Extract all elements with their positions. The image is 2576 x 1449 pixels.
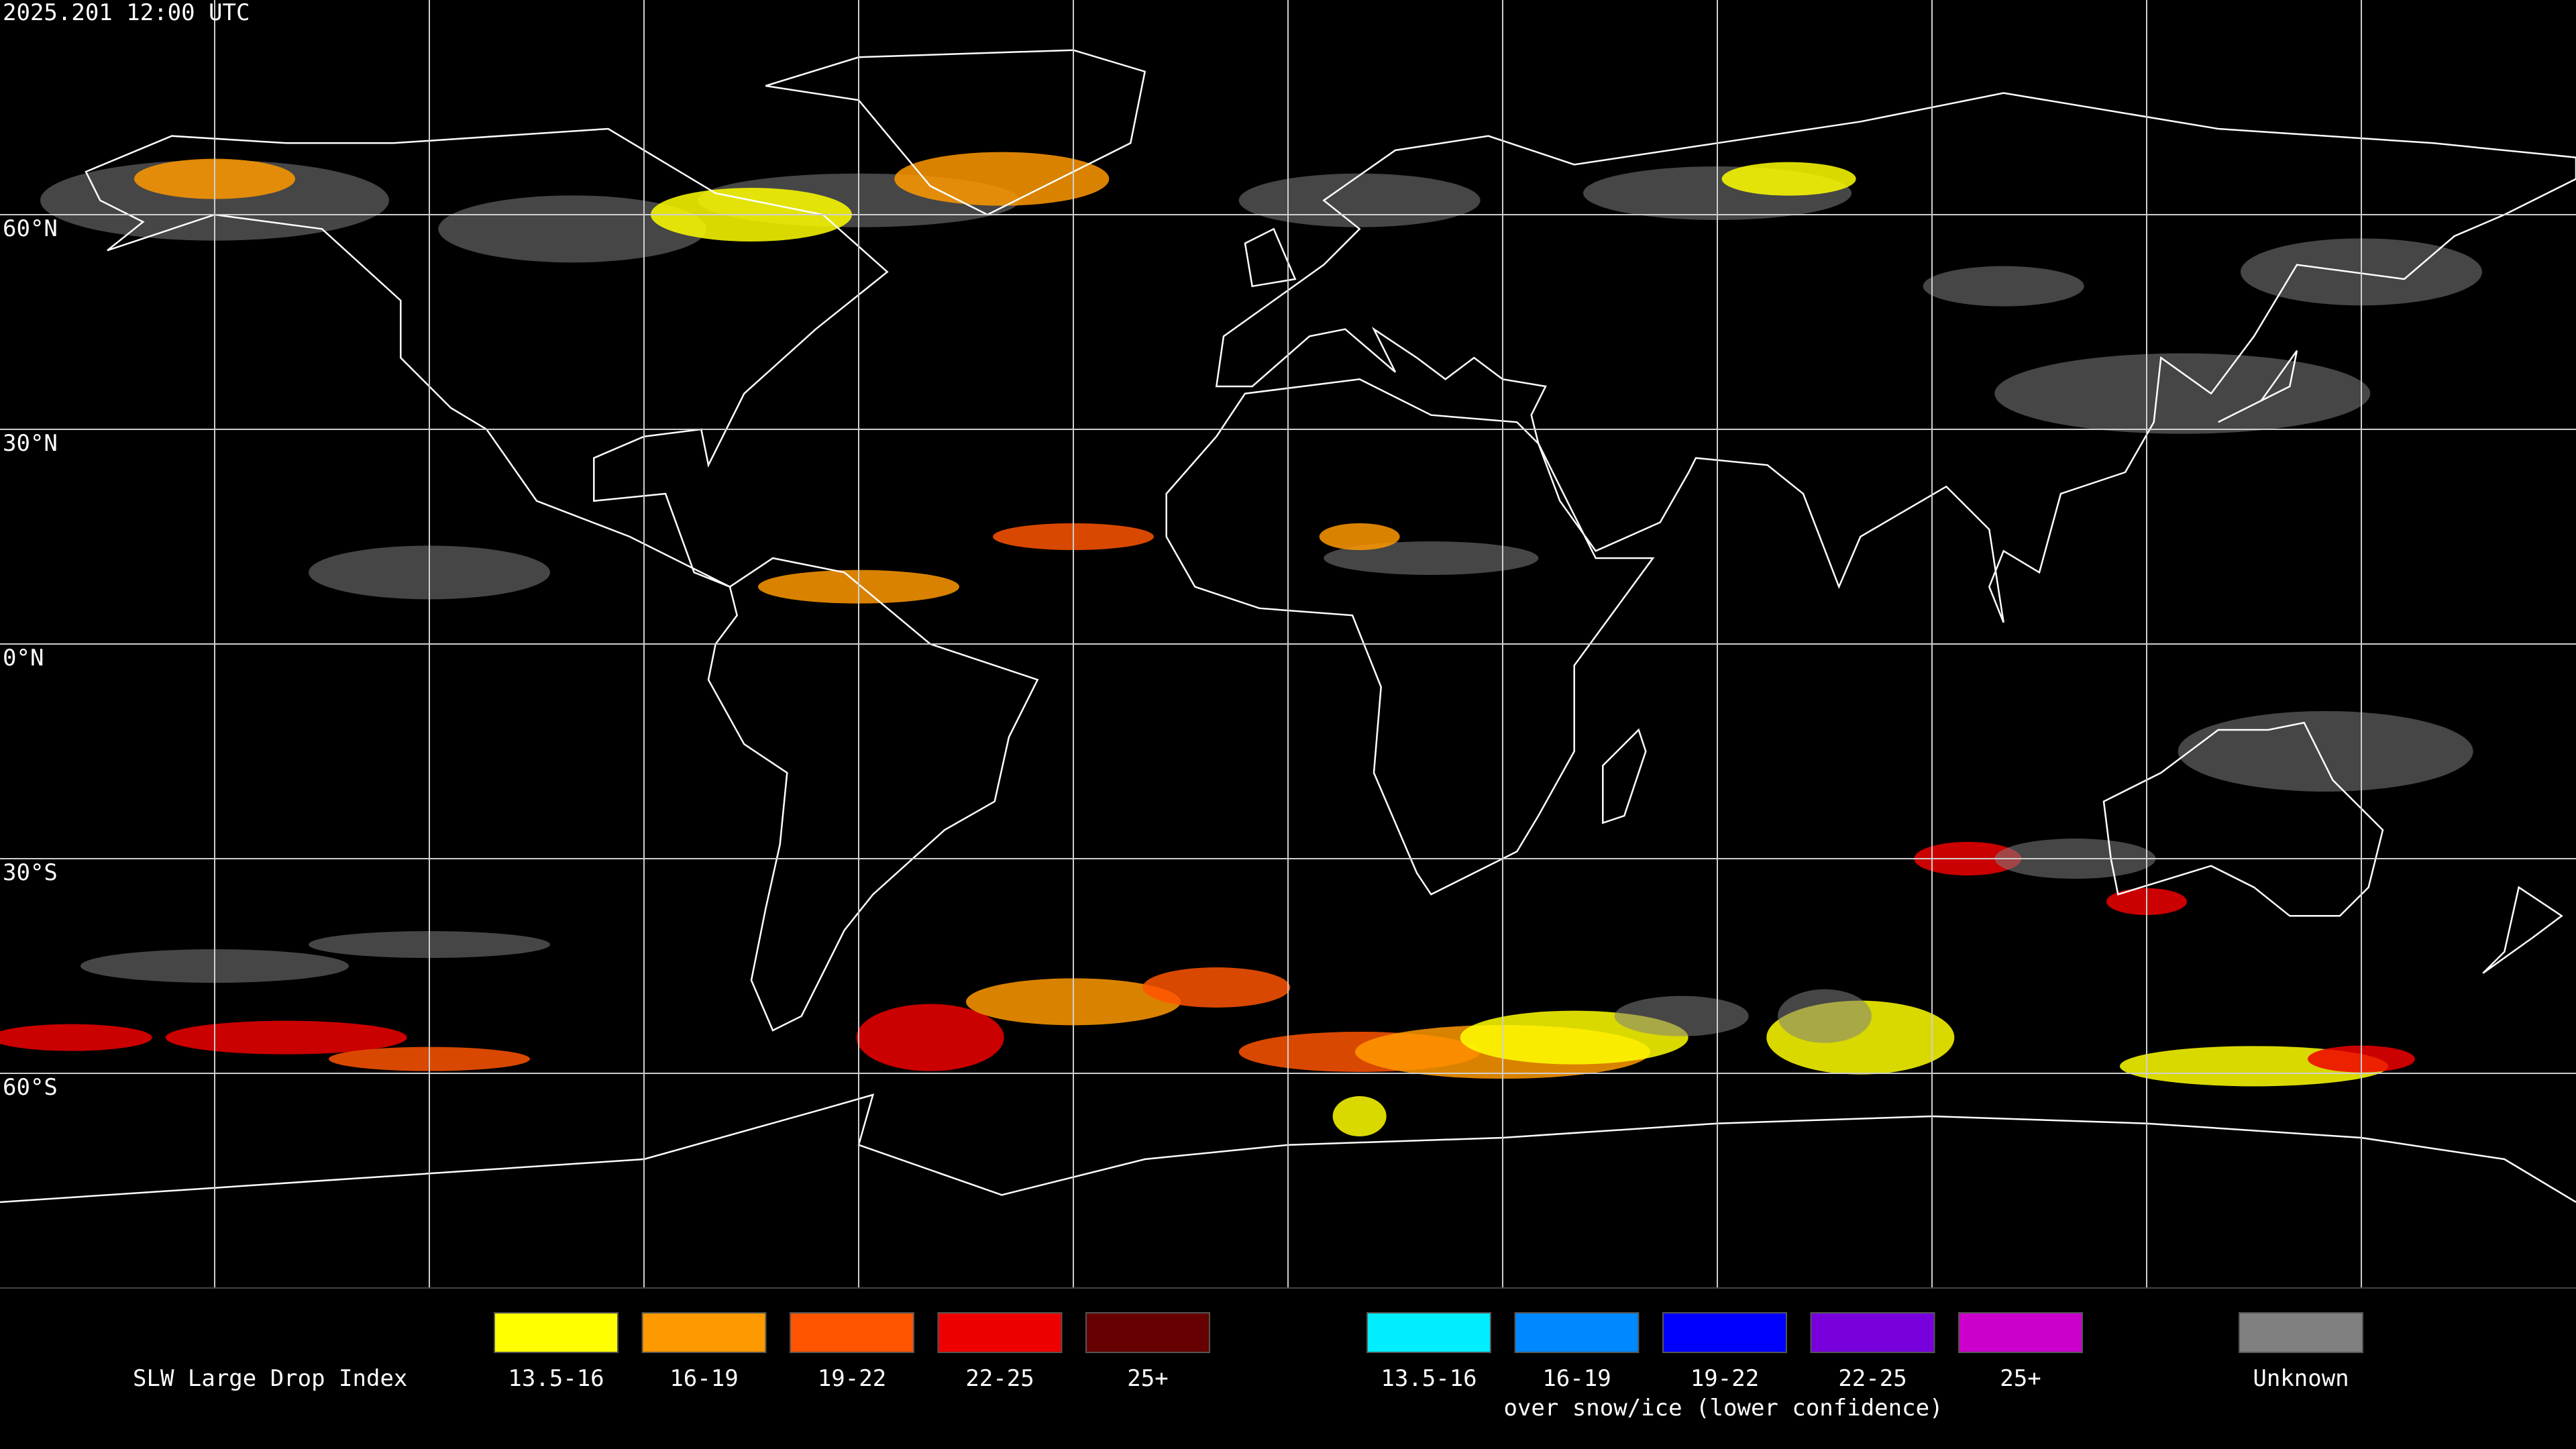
coastline <box>2218 350 2298 423</box>
legend-title: SLW Large Drop Index <box>133 1365 407 1392</box>
cloud-patch <box>1142 967 1291 1008</box>
cloud-patch <box>2178 711 2473 792</box>
latitude-label: 30°N <box>3 430 58 457</box>
legend-label: Unknown <box>2253 1365 2349 1392</box>
timestamp: 2025.201 12:00 UTC <box>3 0 250 26</box>
cloud-patch <box>1721 162 1856 196</box>
cloud-patch <box>856 1004 1004 1071</box>
cloud-patch <box>894 152 1110 206</box>
legend-swatch <box>641 1312 767 1353</box>
coastlines <box>0 49 2576 1203</box>
cloud-patch <box>1923 266 2084 307</box>
cloud-patch <box>1319 523 1400 550</box>
coastline <box>2482 885 2563 974</box>
legend-swatch <box>1958 1312 2083 1353</box>
legend-swatch <box>1810 1312 1935 1353</box>
cloud-layer <box>0 152 2482 1136</box>
latitude-label: 30°S <box>3 859 58 886</box>
coastline <box>85 127 889 588</box>
latitude-label: 60°S <box>3 1074 58 1101</box>
legend-swatch <box>790 1312 914 1353</box>
graticule <box>0 0 2576 1288</box>
cloud-patch <box>1994 353 2371 434</box>
legend-label: 19-22 <box>818 1365 886 1392</box>
cloud-patch <box>165 1020 407 1055</box>
cloud-patch <box>1614 996 1749 1036</box>
coastline <box>765 49 1146 216</box>
cloud-patch <box>0 1024 152 1051</box>
legend-label: 19-22 <box>1690 1365 1759 1392</box>
legend-label: 16-19 <box>1542 1365 1611 1392</box>
legend-swatch <box>937 1312 1063 1353</box>
legend-swatch <box>2239 1312 2363 1353</box>
legend-swatch <box>1662 1312 1787 1353</box>
legend-swatch <box>1085 1312 1210 1353</box>
legend-swatch <box>1514 1312 1640 1353</box>
cloud-patch <box>1778 989 1872 1043</box>
coastline <box>1165 378 1655 896</box>
legend-label: 25+ <box>1127 1365 1168 1392</box>
legend-label: 13.5-16 <box>1381 1365 1477 1392</box>
legend-label: 16-19 <box>669 1365 738 1392</box>
legend-swatch <box>494 1312 619 1353</box>
legend-label: 13.5-16 <box>508 1365 604 1392</box>
cloud-patch <box>438 195 707 263</box>
coastline <box>1244 227 1297 288</box>
legend: SLW Large Drop Index over snow/ice (lowe… <box>133 1312 2363 1421</box>
cloud-patch <box>1238 173 1481 227</box>
coastline <box>1602 728 1647 824</box>
cloud-patch <box>1332 1096 1387 1136</box>
legend-label: 22-25 <box>1838 1365 1907 1392</box>
coastline <box>1215 92 2576 623</box>
cloud-patch <box>1324 541 1539 575</box>
legend-label: 25+ <box>2000 1365 2041 1392</box>
coastline <box>0 1093 2576 1203</box>
snow-ice-note: over snow/ice (lower confidence) <box>1503 1395 1943 1421</box>
coastline <box>2102 721 2384 917</box>
latitude-label: 0°N <box>3 645 44 672</box>
latitude-labels: 60°N 30°N 0°N 30°S 60°S <box>3 215 58 1101</box>
latitude-label: 60°N <box>3 215 58 242</box>
coastline <box>707 557 1039 1032</box>
legend-label: 22-25 <box>965 1365 1034 1392</box>
legend-swatch <box>1366 1312 1491 1353</box>
